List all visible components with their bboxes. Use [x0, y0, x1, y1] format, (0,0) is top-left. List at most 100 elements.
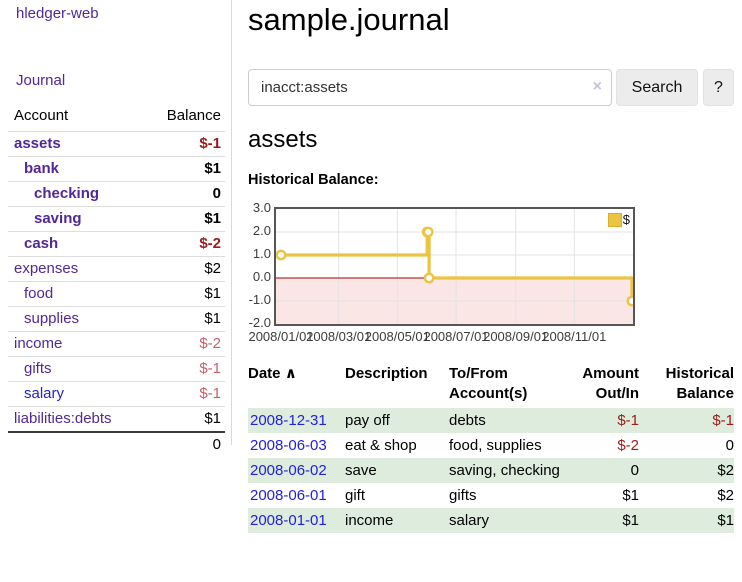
sidebar-account-link[interactable]: expenses — [14, 260, 79, 277]
accounts-header-account: Account — [14, 107, 69, 124]
sidebar-account-balance: $1 — [141, 156, 225, 182]
transaction-date-cell: 2008-06-02 — [248, 458, 345, 483]
register-header-date: Date ∧ — [248, 365, 297, 382]
search-row: × Search ? — [248, 69, 742, 106]
transaction-date-link[interactable]: 2008-06-03 — [250, 437, 327, 454]
sidebar: hledger-web Journal Account Balance asse… — [0, 0, 232, 457]
transaction-date-link[interactable]: 2008-12-31 — [250, 412, 327, 429]
sidebar-account-row: cash $-2 — [8, 231, 225, 257]
sidebar-account-link[interactable]: gifts — [24, 360, 52, 377]
sidebar-account-balance: $2 — [141, 256, 225, 282]
brand-link[interactable]: hledger-web — [16, 5, 99, 22]
transaction-date-link[interactable]: 2008-01-01 — [250, 512, 327, 529]
sidebar-account-link[interactable]: income — [14, 335, 63, 352]
register-header-description: Description — [345, 365, 428, 382]
sidebar-item-journal[interactable]: Journal — [16, 72, 66, 89]
register-transaction-row: 2008-06-02 save saving, checking 0 $2 — [248, 458, 734, 483]
transaction-description: income — [345, 508, 449, 533]
sidebar-account-balance: $-1 — [141, 131, 225, 157]
x-axis-tick-label: 2008/07/01 — [423, 329, 489, 344]
sidebar-account-row: salary $-1 — [8, 381, 225, 407]
transaction-description: pay off — [345, 408, 449, 433]
sidebar-account-balance: $-1 — [141, 356, 225, 382]
historical-balance-chart: 3.0 2.0 1.0 0.0 -1.0 -2.0 $ 2008/01/01 2008/03… — [248, 200, 742, 350]
sidebar-account-balance: 0 — [141, 181, 225, 207]
sidebar-account-link[interactable]: assets — [14, 135, 61, 152]
transaction-date-link[interactable]: 2008-06-02 — [250, 462, 327, 479]
sidebar-account-balance: $1 — [141, 281, 225, 307]
y-axis-tick-label: -1.0 — [248, 292, 271, 307]
page-title: sample.journal — [248, 2, 450, 37]
register-header-amount: Amount Out/In — [582, 365, 639, 402]
sidebar-account-link[interactable]: saving — [34, 210, 82, 227]
accounts-total-row: 0 — [8, 431, 225, 457]
chart-legend: $ — [607, 212, 630, 227]
transaction-accounts: gifts — [449, 487, 477, 504]
transaction-description: save — [345, 458, 449, 483]
x-axis-tick-label: 2008/05/01 — [364, 329, 430, 344]
transaction-balance: $-1 — [639, 408, 734, 433]
sidebar-account-link[interactable]: salary — [24, 385, 65, 402]
register-transaction-row: 2008-06-03 eat & shop food, supplies $-2 0 — [248, 433, 734, 458]
help-button[interactable]: ? — [703, 69, 734, 106]
transaction-date-cell: 2008-06-01 — [248, 483, 345, 508]
y-axis-tick-label: 3.0 — [252, 200, 271, 215]
register-header-row: Date ∧ Description To/From Account(s) Amo… — [248, 362, 734, 408]
sort-ascending-icon: ∧ — [284, 365, 297, 382]
y-axis-tick-label: 0.0 — [252, 269, 271, 284]
sidebar-account-balance: $1 — [141, 206, 225, 232]
y-axis-tick-label: 2.0 — [252, 223, 271, 238]
account-title: assets — [248, 126, 318, 153]
sidebar-account-link[interactable]: food — [24, 285, 54, 302]
transaction-amount: $-1 — [561, 408, 639, 433]
transaction-balance: $2 — [639, 458, 734, 483]
legend-swatch-icon — [607, 212, 622, 227]
transaction-date-cell: 2008-01-01 — [248, 508, 345, 533]
sidebar-account-link[interactable]: checking — [34, 185, 100, 202]
y-axis-tick-label: -2.0 — [248, 315, 271, 330]
x-axis-tick-label: 2008/11/01 — [542, 329, 607, 344]
register-header-accounts: To/From Account(s) — [449, 365, 528, 402]
sidebar-account-row: income $-2 — [8, 331, 225, 357]
transaction-accounts: food, supplies — [449, 437, 542, 454]
transaction-balance: $2 — [717, 487, 734, 504]
sidebar-account-link[interactable]: supplies — [24, 310, 80, 327]
sidebar-account-link[interactable]: bank — [24, 160, 60, 177]
register-transaction-row: 2008-01-01 income salary $1 $1 — [248, 508, 734, 533]
register-table: Date ∧ Description To/From Account(s) Amo… — [248, 362, 734, 533]
sidebar-account-link[interactable]: liabilities:debts — [14, 410, 112, 427]
transaction-date-cell: 2008-12-31 — [248, 408, 345, 433]
sidebar-account-row: assets $-1 — [8, 131, 225, 157]
chart-canvas — [276, 209, 633, 324]
accounts-header-balance: Balance — [166, 107, 221, 124]
chart-plot-area: $ — [274, 207, 635, 326]
sidebar-account-balance: $-1 — [141, 381, 225, 407]
sidebar-account-row: checking 0 — [8, 181, 225, 207]
transaction-balance: 0 — [725, 437, 734, 454]
clear-search-icon[interactable]: × — [592, 78, 602, 95]
sidebar-account-row: gifts $-1 — [8, 356, 225, 382]
sidebar-account-row: bank $1 — [8, 156, 225, 182]
register-header-balance: Historical Balance — [665, 365, 734, 402]
chart-heading: Historical Balance: — [248, 172, 379, 188]
transaction-description: gift — [345, 487, 366, 504]
sidebar-account-link[interactable]: cash — [24, 235, 59, 252]
main-content: sample.journal × Search ? assets Histori… — [248, 0, 742, 582]
transaction-description: eat & shop — [345, 437, 417, 454]
sidebar-account-row: saving $1 — [8, 206, 225, 232]
search-button[interactable]: Search — [616, 69, 698, 106]
transaction-amount: 0 — [561, 458, 639, 483]
transaction-accounts: debts — [449, 408, 561, 433]
transaction-amount: $1 — [622, 487, 639, 504]
x-axis-tick-label: 2008/09/01 — [483, 329, 549, 344]
transaction-date-link[interactable]: 2008-06-01 — [250, 487, 327, 504]
sidebar-account-row: expenses $2 — [8, 256, 225, 282]
transaction-amount: $1 — [561, 508, 639, 533]
transaction-accounts: saving, checking — [449, 458, 561, 483]
accounts-table: Account Balance assets $-1 bank $1 checking 0… — [8, 103, 225, 457]
search-input[interactable] — [248, 69, 612, 106]
sidebar-account-balance: $-2 — [141, 331, 225, 357]
sidebar-account-row: food $1 — [8, 281, 225, 307]
y-axis-tick-label: 1.0 — [252, 246, 271, 261]
sidebar-account-row: supplies $1 — [8, 306, 225, 332]
